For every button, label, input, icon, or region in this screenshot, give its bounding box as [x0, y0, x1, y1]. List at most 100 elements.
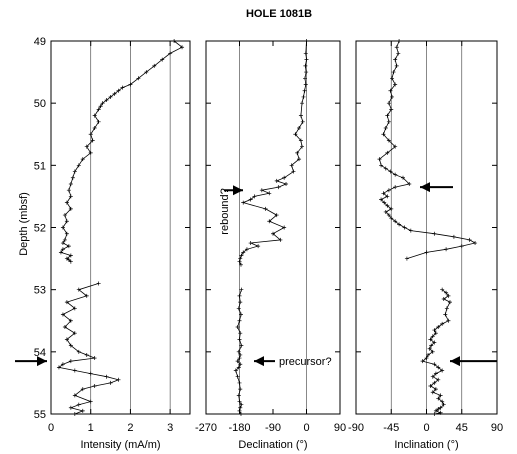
- data-point: [459, 244, 464, 249]
- data-point: [96, 119, 101, 124]
- data-point: [381, 191, 386, 196]
- data-point: [300, 119, 305, 124]
- data-point: [144, 70, 149, 75]
- data-point: [76, 349, 81, 354]
- data-point: [68, 259, 73, 264]
- data-point: [116, 377, 121, 382]
- data-point: [428, 337, 433, 342]
- data-point: [76, 287, 81, 292]
- data-point: [160, 57, 165, 62]
- chart-title: HOLE 1081B: [246, 8, 312, 20]
- data-point: [402, 225, 407, 230]
- data-point: [66, 188, 71, 193]
- data-point: [56, 365, 61, 370]
- data-point: [239, 343, 244, 348]
- data-point: [298, 113, 303, 118]
- data-point: [84, 352, 89, 357]
- data-point: [282, 175, 287, 180]
- x-tick-label: -90: [265, 422, 281, 434]
- data-point: [100, 101, 105, 106]
- data-point: [432, 380, 437, 385]
- data-point: [389, 216, 394, 221]
- data-point: [433, 387, 438, 392]
- data-point: [88, 399, 93, 404]
- data-point: [238, 387, 243, 392]
- data-point: [388, 169, 393, 174]
- annotation-arrowhead: [233, 185, 243, 196]
- data-point: [108, 380, 113, 385]
- data-point: [297, 126, 302, 131]
- data-point: [239, 287, 244, 292]
- data-point: [432, 362, 437, 367]
- annotation-arrowhead: [450, 356, 460, 367]
- data-point: [80, 387, 85, 392]
- data-point: [303, 63, 308, 68]
- data-point: [112, 91, 117, 96]
- data-point: [433, 408, 438, 413]
- data-point: [120, 85, 125, 90]
- data-point: [301, 94, 306, 99]
- data-point: [430, 374, 435, 379]
- data-point: [60, 241, 65, 246]
- series-line: [421, 289, 451, 415]
- x-tick-label: 90: [334, 422, 346, 434]
- data-point: [116, 88, 121, 93]
- data-point: [443, 312, 448, 317]
- data-point: [289, 163, 294, 168]
- data-point: [451, 234, 456, 239]
- data-point: [72, 306, 77, 311]
- data-point: [72, 412, 77, 416]
- panel-3: -90 -45 0 45 90 Inclination (°): [348, 39, 503, 451]
- data-point: [92, 384, 97, 389]
- x-tick-label: 45: [456, 422, 468, 434]
- data-point: [237, 380, 242, 385]
- data-point: [172, 39, 177, 43]
- data-point: [233, 368, 238, 373]
- y-tick-label: 53: [34, 285, 46, 297]
- data-point: [72, 331, 77, 336]
- panel-1: 49 50 51 52 53 54 550 1 2 3 Intensity (mA/m): [15, 36, 191, 451]
- data-point: [432, 340, 437, 345]
- data-point: [62, 324, 67, 329]
- y-tick-label: 51: [34, 160, 46, 172]
- data-point: [385, 150, 390, 155]
- data-point: [68, 405, 73, 410]
- data-point: [278, 237, 283, 242]
- data-point: [300, 144, 305, 149]
- data-point: [236, 393, 241, 398]
- data-point: [282, 225, 287, 230]
- data-point: [408, 228, 413, 233]
- data-point: [386, 138, 391, 143]
- data-point: [271, 231, 275, 236]
- data-point: [473, 241, 478, 246]
- data-point: [446, 318, 451, 323]
- data-point: [432, 231, 437, 236]
- data-point: [259, 188, 264, 193]
- data-point: [382, 200, 387, 205]
- data-point: [180, 45, 185, 50]
- data-point: [379, 163, 384, 168]
- data-point: [80, 408, 85, 413]
- x-axis-label: Declination (°): [238, 439, 307, 451]
- series-line: [57, 283, 120, 415]
- data-point: [390, 94, 395, 99]
- annotation-arrowhead: [37, 356, 47, 367]
- data-point: [396, 51, 401, 56]
- data-point: [238, 352, 243, 357]
- data-point: [420, 359, 425, 364]
- data-point: [394, 63, 399, 68]
- data-point: [393, 172, 398, 177]
- panel-2: -270 -180 -90 0 90 Declination (°) rebound? pre…: [195, 39, 346, 451]
- data-point: [446, 293, 451, 298]
- data-point: [389, 107, 394, 112]
- data-point: [304, 39, 309, 43]
- data-point: [385, 194, 390, 199]
- annotation-arrowhead: [254, 356, 264, 367]
- data-point: [237, 337, 242, 342]
- data-point: [393, 57, 398, 62]
- data-point: [136, 76, 141, 81]
- data-point: [64, 300, 69, 305]
- data-point: [441, 296, 446, 301]
